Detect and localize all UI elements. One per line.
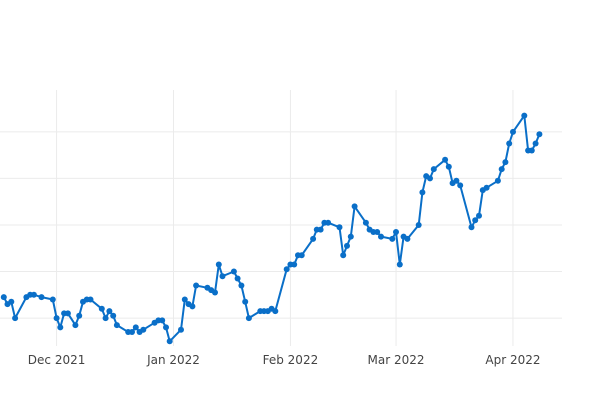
data-point-64[interactable] (340, 252, 347, 259)
data-point-73[interactable] (389, 235, 396, 242)
data-point-44[interactable] (234, 275, 241, 282)
data-point-67[interactable] (351, 203, 358, 210)
data-point-33[interactable] (178, 326, 184, 333)
data-point-47[interactable] (245, 315, 252, 322)
data-point-32[interactable] (166, 338, 173, 345)
x-axis-tick-labels: Dec 2021 Jan 2022 Feb 2022 Mar 2022 Apr 2022 (28, 353, 541, 367)
x-tick-label-4: Apr 2022 (485, 353, 540, 367)
data-point-92[interactable] (483, 184, 490, 191)
data-point-30[interactable] (159, 317, 166, 324)
data-point-10[interactable] (57, 324, 64, 331)
data-point-24[interactable] (129, 329, 135, 335)
data-point-14[interactable] (76, 312, 83, 319)
data-point-90[interactable] (476, 212, 482, 219)
data-point-95[interactable] (502, 159, 509, 166)
data-point-25[interactable] (132, 324, 139, 331)
data-point-57[interactable] (298, 252, 305, 259)
data-point-6[interactable] (30, 291, 37, 298)
data-point-60[interactable] (317, 226, 324, 233)
data-point-0[interactable] (0, 294, 7, 301)
data-point-94[interactable] (498, 166, 505, 173)
data-point-9[interactable] (53, 315, 60, 322)
data-point-83[interactable] (442, 156, 449, 163)
data-point-2[interactable] (8, 298, 15, 305)
data-point-63[interactable] (336, 224, 343, 231)
data-point-78[interactable] (415, 222, 422, 228)
data-point-79[interactable] (419, 189, 426, 196)
data-point-12[interactable] (64, 310, 71, 317)
data-point-21[interactable] (110, 312, 117, 319)
data-point-19[interactable] (102, 315, 109, 322)
x-gridlines (56, 90, 514, 346)
data-point-75[interactable] (396, 261, 403, 268)
data-point-88[interactable] (468, 224, 475, 231)
data-point-86[interactable] (453, 177, 460, 184)
data-point-93[interactable] (494, 177, 501, 184)
data-point-55[interactable] (291, 261, 298, 268)
data-point-45[interactable] (238, 282, 245, 289)
data-point-96[interactable] (506, 140, 513, 147)
x-tick-label-0: Dec 2021 (28, 353, 86, 367)
x-tick-label-2: Feb 2022 (263, 353, 319, 367)
data-point-77[interactable] (404, 235, 411, 242)
data-point-71[interactable] (374, 229, 381, 235)
data-point-98[interactable] (521, 112, 528, 119)
data-point-72[interactable] (378, 233, 384, 240)
series-markers (0, 112, 543, 345)
data-point-74[interactable] (393, 229, 399, 235)
data-point-46[interactable] (242, 298, 249, 305)
data-point-102[interactable] (536, 131, 543, 138)
x-tick-label-1: Jan 2022 (146, 353, 200, 367)
data-point-89[interactable] (472, 217, 479, 224)
data-point-40[interactable] (212, 289, 218, 296)
data-point-42[interactable] (219, 273, 226, 280)
data-point-27[interactable] (140, 326, 147, 333)
data-point-31[interactable] (163, 324, 169, 331)
data-point-41[interactable] (215, 261, 222, 268)
data-point-53[interactable] (283, 266, 290, 273)
data-point-3[interactable] (12, 315, 19, 322)
data-point-66[interactable] (347, 233, 354, 240)
data-point-22[interactable] (113, 322, 120, 329)
data-point-81[interactable] (427, 175, 433, 182)
data-point-52[interactable] (272, 308, 279, 315)
x-tick-label-3: Mar 2022 (368, 353, 425, 367)
data-point-37[interactable] (193, 282, 200, 289)
data-point-7[interactable] (38, 294, 45, 301)
data-point-43[interactable] (230, 268, 237, 275)
data-point-13[interactable] (72, 322, 79, 329)
data-point-36[interactable] (189, 303, 196, 310)
data-point-87[interactable] (457, 182, 464, 189)
data-point-18[interactable] (98, 305, 105, 312)
data-point-20[interactable] (106, 308, 113, 315)
data-point-84[interactable] (445, 163, 452, 170)
y-gridlines (0, 131, 562, 319)
data-point-97[interactable] (510, 128, 516, 135)
data-point-101[interactable] (532, 140, 539, 147)
data-point-34[interactable] (181, 296, 188, 303)
data-point-100[interactable] (528, 147, 535, 154)
data-point-17[interactable] (87, 296, 94, 303)
data-point-8[interactable] (49, 296, 56, 303)
data-point-68[interactable] (362, 219, 369, 226)
data-point-58[interactable] (310, 235, 317, 242)
data-point-65[interactable] (344, 242, 350, 249)
data-point-82[interactable] (430, 166, 437, 173)
data-point-62[interactable] (325, 219, 332, 226)
